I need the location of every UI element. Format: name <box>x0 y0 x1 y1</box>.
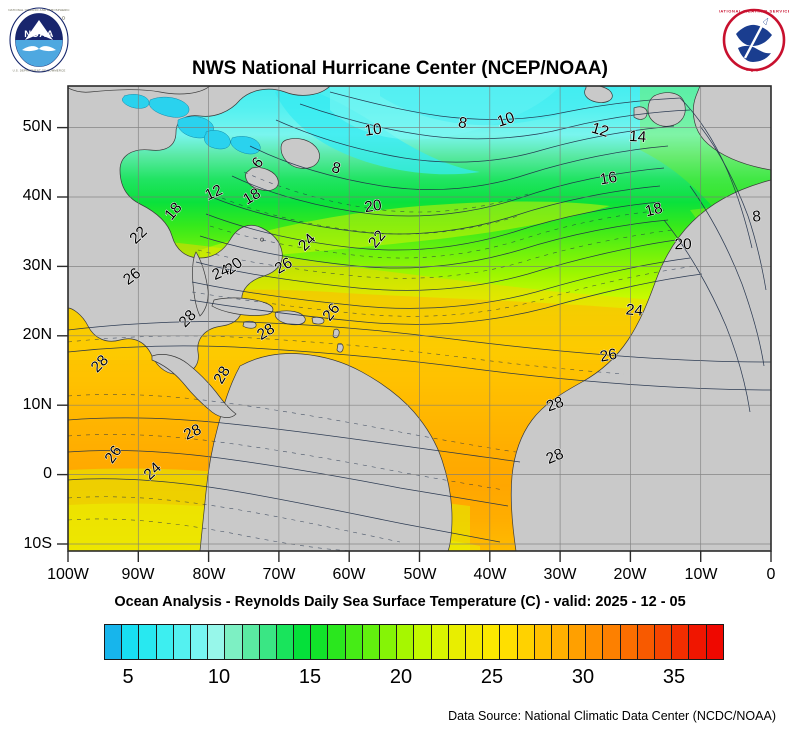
colorbar-cell <box>413 625 431 659</box>
noaa-logo: NOAA NATIONAL OCEANIC AND ATMOSPHERIC U.… <box>8 6 70 74</box>
contour-label: 12 <box>202 182 225 205</box>
colorbar-cell <box>224 625 242 659</box>
colorbar-cell <box>310 625 328 659</box>
y-axis-labels: 50N 40N 30N 20N 10N 0 10S <box>0 0 56 600</box>
colorbar-tick: 15 <box>298 666 322 688</box>
colorbar-cell <box>207 625 225 659</box>
colorbar-cell <box>430 625 448 659</box>
colorbar-cells <box>104 624 724 660</box>
colorbar-cell <box>361 625 379 659</box>
colorbar-cell <box>671 625 689 659</box>
y-tick-label: 10N <box>22 396 52 413</box>
colorbar-cell <box>550 625 569 659</box>
colorbar-cell <box>516 625 534 659</box>
colorbar-cell <box>654 625 672 659</box>
contour-label: 18 <box>643 200 664 221</box>
x-tick-label: 30W <box>543 566 577 583</box>
contour-label: 20 <box>674 236 692 253</box>
colorbar-cell <box>705 625 723 659</box>
x-tick-label: 80W <box>192 566 226 583</box>
contour-label: 10 <box>364 121 384 140</box>
colorbar-cell <box>482 625 500 659</box>
colorbar-cell <box>105 625 122 659</box>
contour-label: 8 <box>752 208 762 225</box>
colorbar-cell <box>636 625 654 659</box>
colorbar-cell <box>602 625 620 659</box>
colorbar-tick-labels: 5 10 15 20 25 30 35 <box>0 666 800 696</box>
contour-label: 20 <box>363 197 383 216</box>
contour-label: 28 <box>544 394 566 416</box>
colorbar-cell <box>121 625 139 659</box>
contour-label: 12 <box>589 120 610 141</box>
x-tick-label: 10W <box>684 566 718 583</box>
x-tick-label: 90W <box>121 566 155 583</box>
y-tick-label: 50N <box>22 118 52 135</box>
contour-label: 28 <box>181 421 204 444</box>
data-source-note: Data Source: National Climatic Data Cent… <box>448 709 776 723</box>
x-tick-label: 40W <box>473 566 507 583</box>
x-tick-label: 100W <box>47 566 89 583</box>
colorbar-cell <box>585 625 603 659</box>
contour-label: 14 <box>629 128 648 146</box>
x-tick-label: 60W <box>332 566 366 583</box>
contour-label: 24 <box>210 261 233 284</box>
colorbar-cell <box>155 625 173 659</box>
contour-label: 28 <box>544 445 566 467</box>
contour-label: 8 <box>457 114 469 132</box>
colorbar-tick: 25 <box>480 666 504 688</box>
colorbar-cell <box>293 625 311 659</box>
sst-map: 10 8 10 12 14 6 8 12 18 16 18 20 18 8 22 24 22 20 24 26 26 20… <box>57 85 772 562</box>
y-tick-label: 0 <box>43 465 52 482</box>
page-title: NWS National Hurricane Center (NCEP/NOAA… <box>192 58 608 79</box>
colorbar-cell <box>533 625 551 659</box>
colorbar-cell <box>619 625 637 659</box>
colorbar-cell <box>447 625 465 659</box>
svg-text:NATIONAL WEATHER SERVICE: NATIONAL WEATHER SERVICE <box>719 9 789 14</box>
contour-label: 16 <box>599 169 619 189</box>
colorbar <box>0 624 800 674</box>
colorbar-cell <box>396 625 414 659</box>
y-tick-label: 20N <box>22 326 52 343</box>
colorbar-tick: 30 <box>571 666 595 688</box>
y-tick-label: 40N <box>22 187 52 204</box>
y-tick-label: 10S <box>23 535 52 552</box>
colorbar-cell <box>241 625 259 659</box>
colorbar-cell <box>138 625 156 659</box>
colorbar-cell <box>344 625 362 659</box>
colorbar-cell <box>275 625 294 659</box>
colorbar-cell <box>327 625 345 659</box>
x-tick-label: 70W <box>262 566 296 583</box>
colorbar-tick: 10 <box>207 666 231 688</box>
colorbar-cell <box>189 625 208 659</box>
contour-label: 10 <box>495 109 517 131</box>
x-tick-label: 50W <box>403 566 437 583</box>
colorbar-tick: 5 <box>122 666 134 688</box>
svg-text:U.S. DEPARTMENT OF COMMERCE: U.S. DEPARTMENT OF COMMERCE <box>13 68 66 72</box>
colorbar-tick: 35 <box>662 666 686 688</box>
colorbar-cell <box>568 625 586 659</box>
map-subtitle: Ocean Analysis - Reynolds Daily Sea Surf… <box>114 594 686 610</box>
colorbar-cell <box>688 625 706 659</box>
x-axis-labels: 100W 90W 80W 70W 60W 50W 40W 30W 20W 10W… <box>0 566 800 590</box>
svg-text:NOAA: NOAA <box>24 29 54 40</box>
svg-text:NATIONAL OCEANIC AND ATMOSPHER: NATIONAL OCEANIC AND ATMOSPHERIC <box>8 8 69 12</box>
nws-logo: NATIONAL WEATHER SERVICE <box>719 6 789 76</box>
contour-label: 26 <box>598 346 618 366</box>
x-tick-label: 0 <box>766 566 776 583</box>
colorbar-cell <box>258 625 276 659</box>
colorbar-cell <box>464 625 483 659</box>
colorbar-cell <box>379 625 397 659</box>
x-tick-label: 20W <box>613 566 647 583</box>
contour-label: 24 <box>625 301 644 320</box>
colorbar-cell <box>499 625 517 659</box>
colorbar-tick: 20 <box>389 666 413 688</box>
colorbar-cell <box>172 625 190 659</box>
y-tick-label: 30N <box>22 257 52 274</box>
